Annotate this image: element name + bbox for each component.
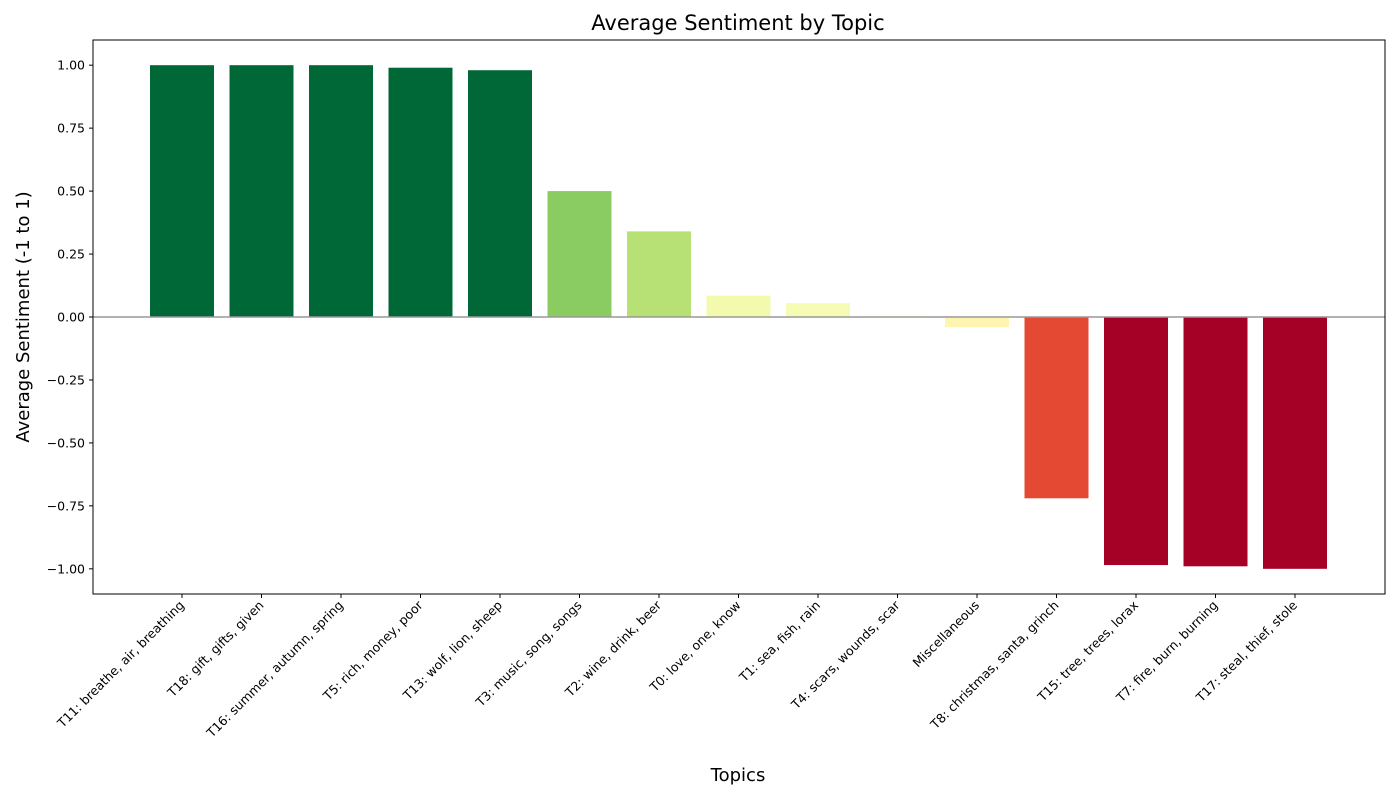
plot-area-frame bbox=[92, 39, 1386, 595]
y-tick-label: 0.75 bbox=[57, 121, 85, 136]
y-tick-label: −0.75 bbox=[47, 498, 85, 513]
y-tick-label: 0.25 bbox=[57, 247, 85, 262]
bar bbox=[627, 231, 691, 317]
bars-group bbox=[150, 65, 1327, 569]
bar bbox=[786, 303, 850, 317]
y-tick-label: −0.25 bbox=[47, 372, 85, 387]
bar bbox=[945, 317, 1009, 328]
y-tick-label: 0.50 bbox=[57, 184, 85, 199]
bar bbox=[1104, 317, 1168, 566]
y-tick-label: −1.00 bbox=[47, 561, 85, 576]
chart-title: Average Sentiment by Topic bbox=[591, 11, 884, 35]
bar bbox=[1183, 317, 1248, 567]
bar bbox=[229, 65, 294, 317]
y-tick-label: −0.50 bbox=[47, 435, 85, 450]
y-tick-label: 0.00 bbox=[57, 310, 85, 325]
y-axis-ticks: 1.00 0.75 0.50 0.25 0.00 −0.25 −0.50 −0.75 −1.00 bbox=[47, 58, 93, 576]
y-axis-label: Average Sentiment (-1 to 1) bbox=[13, 191, 34, 442]
bar bbox=[468, 70, 532, 317]
bar bbox=[706, 295, 771, 317]
bar bbox=[388, 67, 453, 317]
bar bbox=[1024, 317, 1089, 499]
bar bbox=[1263, 317, 1327, 569]
x-axis-label: Topics bbox=[710, 765, 766, 786]
bar bbox=[309, 65, 373, 317]
bar bbox=[547, 191, 612, 317]
y-tick-label: 1.00 bbox=[57, 58, 85, 73]
bar bbox=[150, 65, 214, 317]
